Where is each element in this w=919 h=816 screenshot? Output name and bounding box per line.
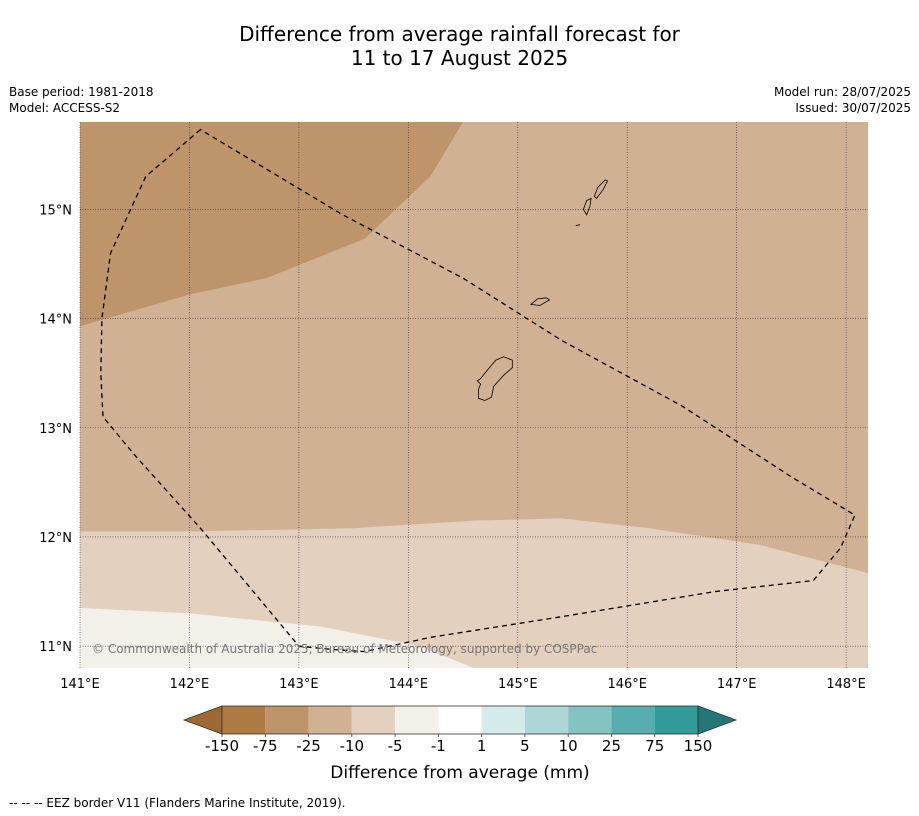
base-period-label: Base period: 1981-2018 — [9, 85, 154, 99]
lon-tick-label: 144°E — [389, 677, 429, 692]
title-line-1: Difference from average rainfall forecas… — [239, 22, 680, 46]
rainfall-region-2 — [80, 607, 474, 668]
colorbar-outline — [221, 705, 699, 735]
colorbar-tick-label: -1 — [431, 737, 446, 755]
colorbar: -150 -75 -25 -10 -5 -1 1 5 10 25 75 150 Difference f… — [182, 705, 738, 783]
colorbar-bin — [481, 706, 525, 734]
lat-tick-label: 15°N — [39, 203, 72, 218]
lon-tick-label: 142°E — [170, 677, 210, 692]
colorbar-tick-label: 1 — [477, 737, 487, 755]
colorbar-tick-label: 10 — [559, 737, 578, 755]
colorbar-tick-label: -25 — [296, 737, 321, 755]
chart-title: Difference from average rainfall forecas… — [0, 22, 919, 70]
title-line-2: 11 to 17 August 2025 — [350, 46, 569, 70]
lat-tick-label: 11°N — [39, 640, 72, 655]
colorbar-bin — [351, 706, 396, 734]
colorbar-bin — [524, 706, 569, 734]
eez-border — [100, 128, 856, 653]
colorbar-bin — [438, 706, 482, 734]
issued-label: Issued: 30/07/2025 — [795, 101, 911, 115]
colorbar-title: Difference from average (mm) — [330, 763, 589, 783]
colorbar-tick-label: 5 — [520, 737, 530, 755]
map-regions — [80, 122, 868, 668]
lat-tick-label: 13°N — [39, 422, 72, 437]
colorbar-extend-high — [697, 705, 738, 735]
colorbar-bin — [308, 706, 352, 734]
colorbar-bin — [395, 706, 439, 734]
colorbar-tick-label: 75 — [645, 737, 664, 755]
rainfall-region-0 — [80, 122, 464, 327]
copyright-text: © Commonwealth of Australia 2025, Bureau… — [92, 642, 597, 656]
colorbar-tick-label: 25 — [602, 737, 621, 755]
lon-tick-label: 147°E — [717, 677, 757, 692]
model-run-label: Model run: 28/07/2025 — [773, 85, 911, 99]
lon-tick-label: 148°E — [826, 677, 866, 692]
colorbar-tick-label: 150 — [684, 737, 713, 755]
colorbar-bin — [265, 706, 309, 734]
colorbar-bin — [611, 706, 655, 734]
islands — [476, 179, 609, 401]
island-tinian — [582, 197, 592, 216]
colorbar-extend-low — [182, 705, 223, 735]
colorbar-bin — [654, 706, 698, 734]
island-aguijan — [575, 224, 581, 227]
colorbar-tick-label: -5 — [388, 737, 403, 755]
colorbar-bin — [222, 706, 266, 734]
lat-tick-label: 12°N — [39, 531, 72, 546]
colorbar-tick-label: -150 — [205, 737, 239, 755]
lon-tick-label: 141°E — [60, 677, 100, 692]
model-label: Model: ACCESS-S2 — [9, 101, 121, 115]
lon-tick-label: 145°E — [498, 677, 538, 692]
meta-right: Model run: 28/07/2025 Issued: 30/07/2025 — [774, 84, 911, 116]
colorbar-tick-label: -10 — [340, 737, 365, 755]
lon-tick-label: 146°E — [607, 677, 647, 692]
colorbar-bin — [568, 706, 612, 734]
meta-left: Base period: 1981-2018 Model: ACCESS-S2 — [9, 84, 154, 116]
lat-tick-label: 14°N — [39, 313, 72, 328]
lon-tick-label: 143°E — [279, 677, 319, 692]
island-rota — [529, 297, 551, 306]
colorbar-tick-label: -75 — [253, 737, 278, 755]
rainfall-map: 141°E 142°E 143°E 144°E 145°E 146°E 147°E 148°E… — [39, 122, 868, 783]
island-guam — [476, 356, 513, 401]
island-saipan — [593, 179, 609, 200]
eez-footer-note: -- -- -- EEZ border V11 (Flanders Marine… — [9, 796, 346, 810]
